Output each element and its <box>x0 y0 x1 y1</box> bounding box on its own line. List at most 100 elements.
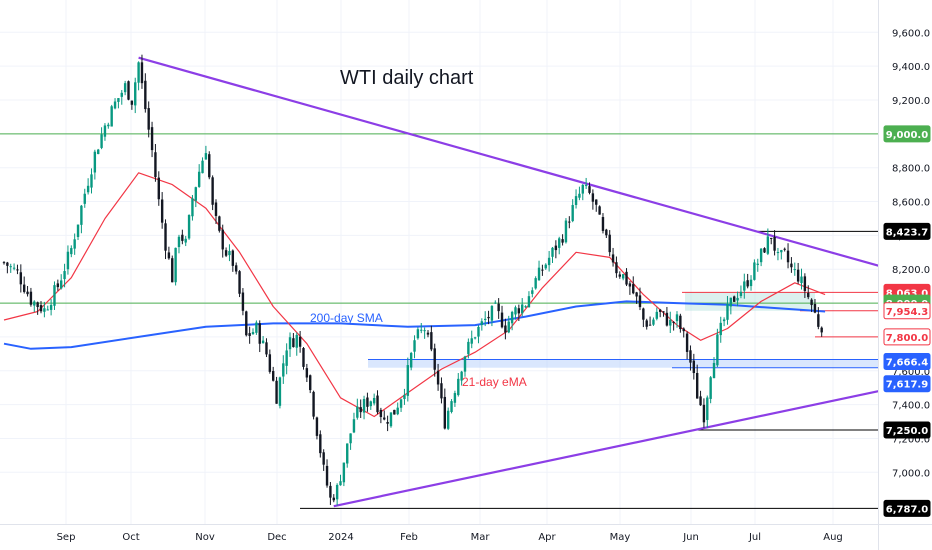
candle-body <box>201 160 204 174</box>
candle-body <box>618 274 621 277</box>
candle-body <box>43 308 46 312</box>
trendline[interactable] <box>333 390 880 508</box>
candle-body <box>547 257 551 266</box>
candle-body <box>335 484 339 500</box>
candle-body <box>743 281 746 291</box>
candle-body <box>409 352 413 368</box>
candle-body <box>423 330 426 332</box>
candle-body <box>36 302 39 308</box>
candle-body <box>669 319 672 326</box>
candle-body <box>73 239 76 249</box>
candle-body <box>507 321 510 333</box>
candle-body <box>107 124 110 127</box>
candle-body <box>733 296 736 302</box>
candle-body <box>621 274 625 279</box>
candle-body <box>473 337 477 339</box>
candle-body <box>332 497 335 501</box>
candle-body <box>56 283 60 288</box>
time-tick-label: Mar <box>471 532 491 543</box>
candle-body <box>399 399 403 408</box>
candle-body <box>796 269 800 282</box>
candle-body <box>117 98 120 102</box>
candle-body <box>537 267 541 281</box>
price-tick-label: 7,000.0 <box>892 468 930 479</box>
candle-body <box>312 391 315 417</box>
candle-body <box>6 262 9 266</box>
price-tag <box>883 375 931 393</box>
candle-body <box>652 319 655 325</box>
candle-body <box>22 284 26 292</box>
candle-body <box>584 184 588 186</box>
price-tick-label: 8,600.0 <box>892 198 930 209</box>
candle-body <box>413 340 416 352</box>
candle-body <box>719 322 722 336</box>
price-tags: 9,000.08,423.78,063.08,000.07,954.37,800… <box>883 125 931 517</box>
candle-body <box>49 304 53 310</box>
candle-body <box>436 370 440 385</box>
candle-body <box>665 312 669 326</box>
time-tick-label: Jun <box>682 532 699 543</box>
candle-body <box>123 83 127 93</box>
candle-body <box>120 92 123 97</box>
candle-body <box>346 443 349 464</box>
price-tag-label: 8,423.7 <box>886 227 928 238</box>
candle-body <box>9 266 12 268</box>
candle-body <box>93 151 97 173</box>
candle-body <box>389 412 393 427</box>
candle-body <box>541 269 544 271</box>
candle-body <box>635 292 638 297</box>
candle-body <box>352 419 356 433</box>
candle-body <box>695 372 699 399</box>
price-tick-label: 8,200.0 <box>892 265 930 276</box>
candle-body <box>433 348 436 370</box>
price-tag-label: 8,063.0 <box>886 288 928 299</box>
candle-body <box>127 81 130 100</box>
candle-body <box>386 421 389 424</box>
candle-body <box>510 311 514 324</box>
candle-body <box>726 304 729 320</box>
candle-body <box>460 371 463 381</box>
candle-body <box>527 296 531 308</box>
candle-body <box>177 236 181 248</box>
candle-body <box>534 278 537 289</box>
candle-body <box>453 393 457 403</box>
candle-body <box>554 245 558 251</box>
candle-body <box>558 238 561 248</box>
candle-body <box>702 404 706 423</box>
candle-body <box>309 375 312 391</box>
price-tick-label: 9,600.0 <box>892 28 930 39</box>
candle-body <box>463 356 467 372</box>
candle-body <box>766 236 770 254</box>
candle-body <box>581 184 584 194</box>
time-tick-label: Feb <box>400 532 418 543</box>
candle-body <box>430 332 433 350</box>
candle-body <box>564 220 568 243</box>
time-axis[interactable]: Sep Oct Nov Dec 2024 Feb Mar Apr May Jun Jul Aug <box>0 524 932 544</box>
candle-body <box>648 324 652 326</box>
candle-body <box>265 342 268 355</box>
candle-body <box>342 462 346 483</box>
candle-body <box>746 280 749 287</box>
time-tick-label: Jul <box>748 532 761 543</box>
trendlines[interactable] <box>138 56 880 508</box>
time-tick-label: Apr <box>538 532 556 543</box>
candle-body <box>759 248 763 263</box>
candle-body <box>662 311 665 313</box>
candle-body <box>457 378 460 396</box>
sma-200-line <box>3 300 826 350</box>
candle-body <box>783 248 786 250</box>
candle-body <box>446 410 450 429</box>
candle-body <box>97 149 100 155</box>
candle-body <box>786 250 790 263</box>
candle-body <box>194 187 198 201</box>
candle-body <box>561 239 564 243</box>
support-zone <box>368 359 878 368</box>
trendline[interactable] <box>138 56 880 267</box>
candle-body <box>483 318 487 320</box>
candle-body <box>655 311 659 319</box>
sma-annotation: 200-day SMA <box>310 311 383 325</box>
price-tag-label: 7,617.9 <box>886 380 928 391</box>
candle-body <box>685 333 689 352</box>
